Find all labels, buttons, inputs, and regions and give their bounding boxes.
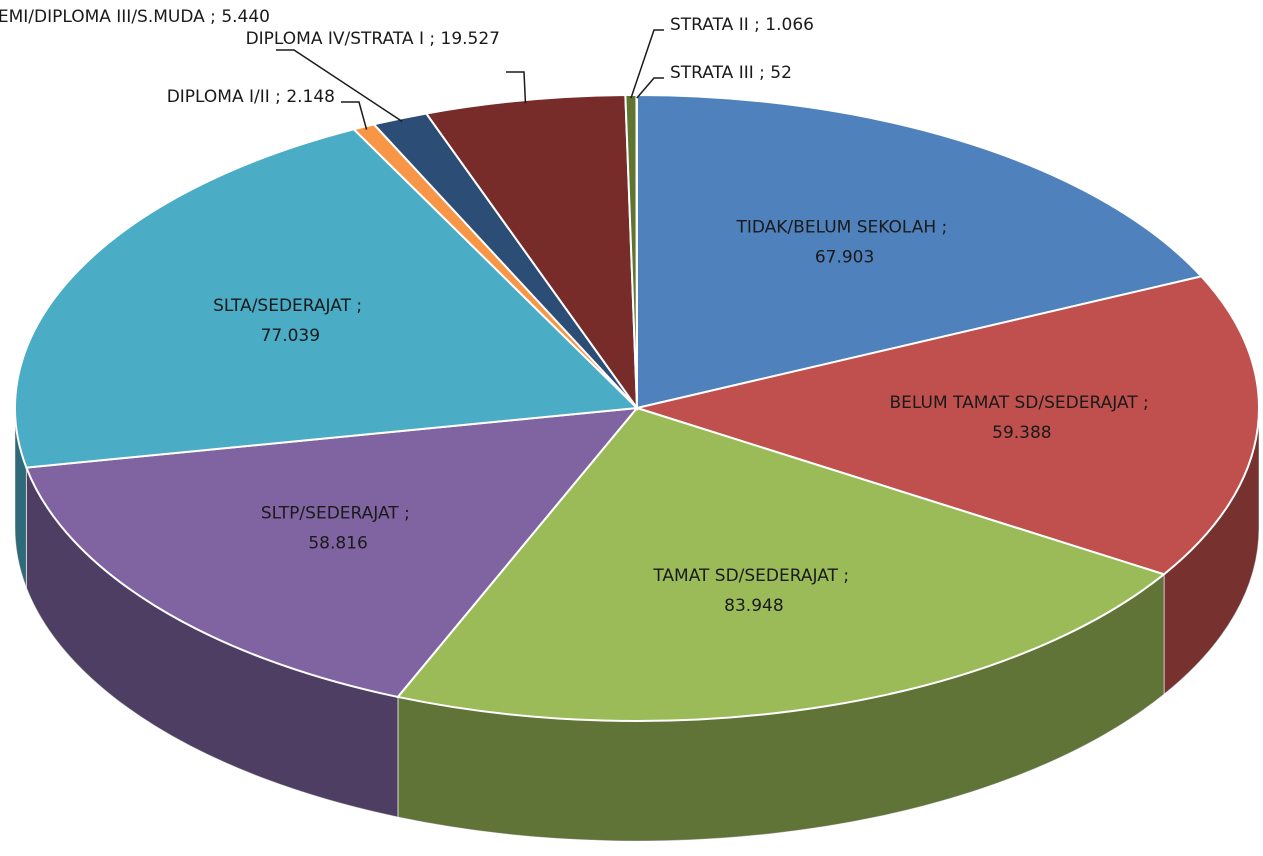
label-separator: ; [205, 7, 222, 27]
side-shade [397, 574, 1164, 841]
label-category: DIPLOMA IV/STRATA I [246, 29, 424, 49]
data-label: SLTA/SEDERAJAT ; 77.039 [213, 296, 367, 346]
label-category: BELUM TAMAT SD/SEDERAJAT [890, 393, 1139, 413]
label-value: 5.440 [221, 7, 270, 27]
data-label: STRATA II ; 1.066 [670, 15, 814, 35]
label-separator: ; [1138, 393, 1155, 413]
label-separator: ; [754, 63, 771, 83]
slice [424, 94, 639, 412]
slice [396, 406, 1167, 722]
label-category: STRATA III [670, 63, 754, 83]
data-label: STRATA III ; 52 [670, 63, 792, 83]
label-separator: ; [351, 296, 368, 316]
label-value: 67.903 [815, 247, 874, 267]
data-label: BELUM TAMAT SD/SEDERAJAT ; 59.388 [890, 393, 1155, 443]
slice [635, 93, 638, 409]
slice [636, 93, 1204, 410]
label-separator: ; [838, 566, 855, 586]
label-category: STRATA II [670, 15, 749, 35]
slice [14, 128, 640, 469]
label-value: 19.527 [441, 29, 500, 49]
data-label: DIPLOMA IV/STRATA I ; 19.527 [246, 29, 500, 49]
label-value: 58.816 [308, 534, 367, 554]
data-label: AKADEMI/DIPLOMA III/S.MUDA ; 5.440 [0, 7, 270, 27]
data-label: TAMAT SD/SEDERAJAT ; 83.948 [652, 566, 854, 616]
label-value: 52 [770, 63, 792, 83]
label-value: 83.948 [724, 596, 783, 616]
label-category: TAMAT SD/SEDERAJAT [652, 566, 838, 586]
label-separator: ; [399, 504, 416, 524]
slice [633, 275, 1260, 576]
label-category: SLTA/SEDERAJAT [213, 296, 351, 316]
side-shade [15, 408, 27, 588]
leader-line [506, 71, 527, 104]
side-shade [26, 467, 398, 817]
label-separator: ; [270, 87, 287, 107]
label-category: TIDAK/BELUM SEKOLAH [735, 217, 936, 237]
label-separator: ; [936, 217, 953, 237]
label-value: 1.066 [765, 15, 814, 35]
data-label: TIDAK/BELUM SEKOLAH ; 67.903 [735, 217, 952, 267]
label-value: 2.148 [286, 87, 335, 107]
leader-line [630, 29, 664, 99]
label-category: AKADEMI/DIPLOMA III/S.MUDA [0, 7, 205, 27]
label-separator: ; [424, 29, 441, 49]
label-category: DIPLOMA I/II [167, 87, 270, 107]
slice [24, 406, 640, 699]
label-separator: ; [749, 15, 766, 35]
data-label: DIPLOMA I/II ; 2.148 [167, 87, 335, 107]
side-shade [1163, 408, 1259, 695]
leader-line [341, 101, 368, 130]
label-category: SLTP/SEDERAJAT [261, 504, 399, 524]
label-value: 77.039 [261, 326, 320, 346]
leader-line [636, 77, 664, 99]
leader-line [276, 49, 403, 123]
data-label: SLTP/SEDERAJAT ; 58.816 [261, 504, 415, 554]
label-value: 59.388 [992, 423, 1051, 443]
